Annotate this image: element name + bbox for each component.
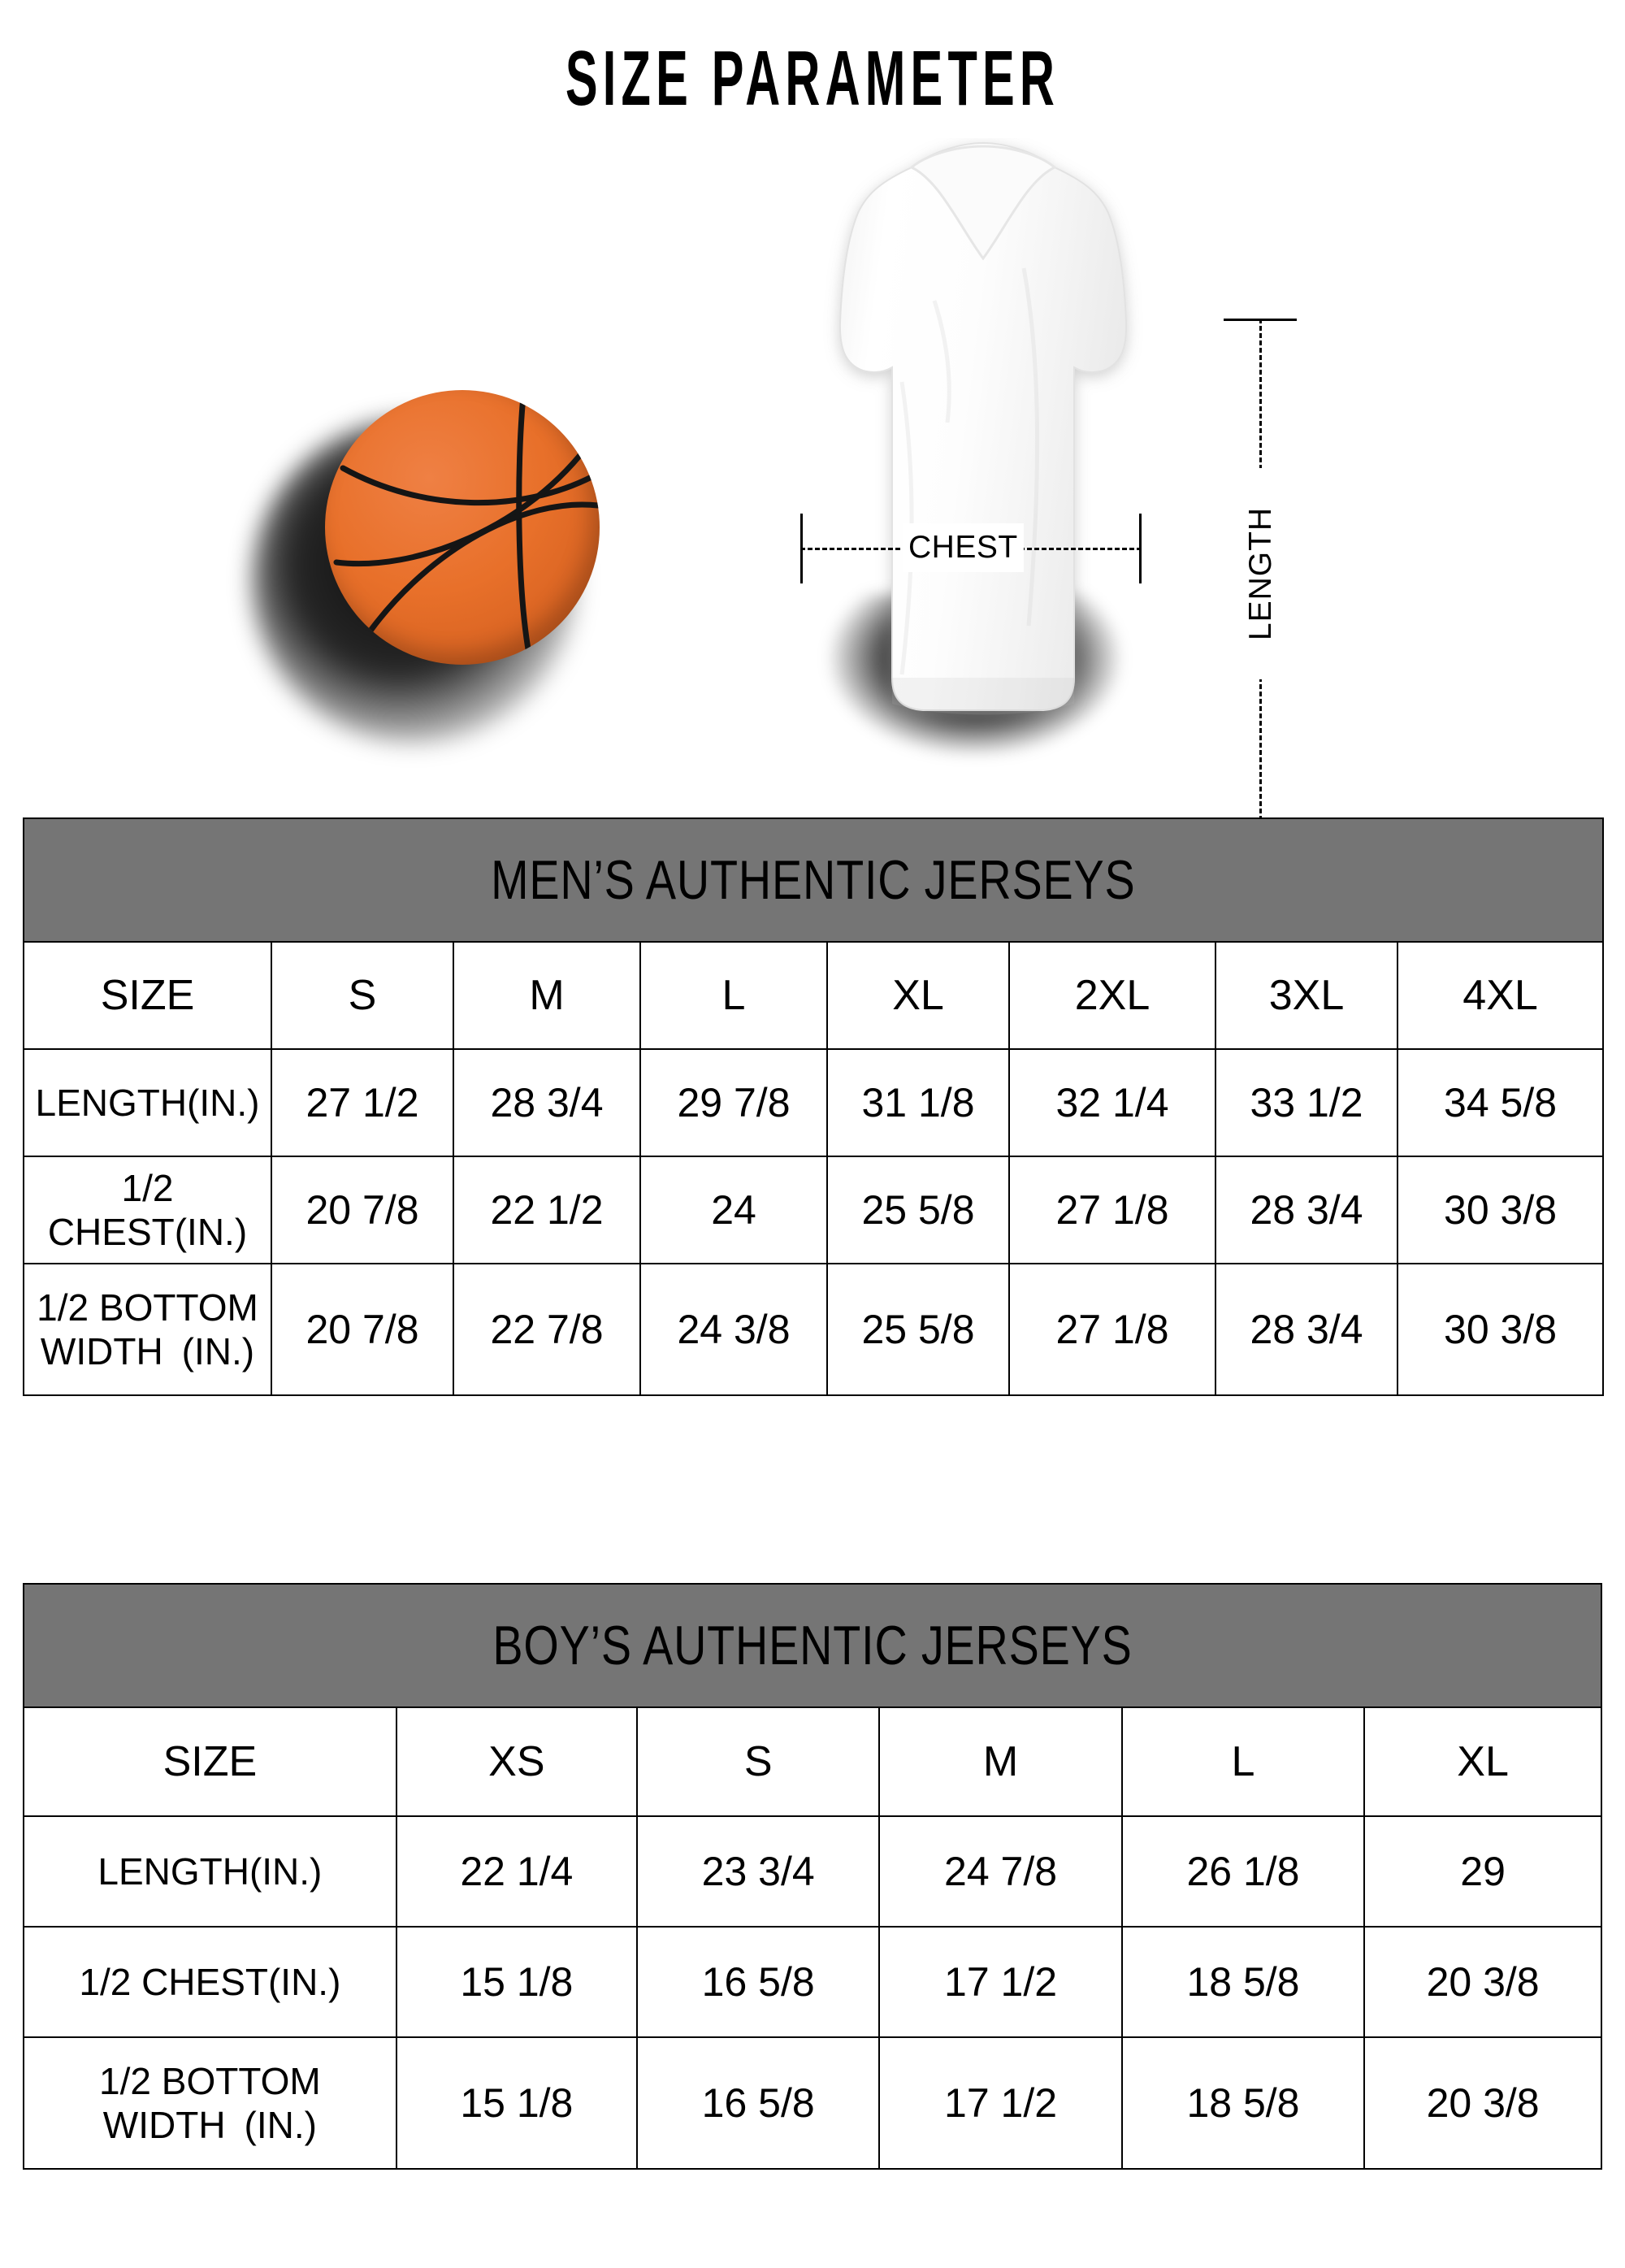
cell-chest-2xl: 27 1/8 [1008, 1156, 1216, 1264]
cell-chest-s: 16 5/8 [635, 1926, 881, 2038]
cell-length-xl: 29 [1363, 1815, 1602, 1928]
cell-length-s: 23 3/4 [635, 1815, 881, 1928]
cell-chest-xl: 20 3/8 [1363, 1926, 1602, 2038]
cell-length-xs: 22 1/4 [395, 1815, 638, 1928]
cell-chest-xl: 25 5/8 [826, 1156, 1010, 1264]
illustration-area: CHEST LENGTH [0, 138, 1625, 879]
cell-bottom-m: 22 7/8 [453, 1263, 641, 1396]
column-header-size: SIZE [23, 1706, 397, 1817]
cell-chest-l: 18 5/8 [1120, 1926, 1366, 2038]
row-label-bottom-line2: WIDTH (IN.) [40, 1330, 255, 1373]
table-row: LENGTH(IN.) 22 1/4 23 3/4 24 7/8 26 1/8 … [23, 1815, 1602, 1928]
cell-chest-3xl: 28 3/4 [1215, 1156, 1398, 1264]
cell-chest-m: 17 1/2 [878, 1926, 1123, 2038]
table-header-row: SIZE S M L XL 2XL 3XL 4XL [23, 941, 1605, 1050]
row-label-half-bottom-width: 1/2 BOTTOM WIDTH (IN.) [23, 2036, 397, 2170]
column-header-2xl: 2XL [1008, 941, 1216, 1050]
table-header-row: SIZE XS S M L XL [23, 1706, 1602, 1817]
length-dimension: LENGTH [1211, 319, 1308, 879]
chest-label: CHEST [903, 523, 1024, 572]
cell-bottom-m: 17 1/2 [878, 2036, 1123, 2170]
mens-table-title: MEN’S AUTHENTIC JERSEYS [22, 817, 1605, 943]
table-row: LENGTH(IN.) 27 1/2 28 3/4 29 7/8 31 1/8 … [23, 1048, 1605, 1157]
boys-size-table: BOY’S AUTHENTIC JERSEYS SIZE XS S M L XL… [23, 1583, 1602, 2170]
column-header-xs: XS [395, 1706, 638, 1817]
cell-bottom-xl: 20 3/8 [1363, 2036, 1602, 2170]
cell-bottom-s: 16 5/8 [635, 2036, 881, 2170]
cell-bottom-2xl: 27 1/8 [1008, 1263, 1216, 1396]
cell-length-l: 29 7/8 [639, 1048, 828, 1157]
table-band-row: MEN’S AUTHENTIC JERSEYS [22, 817, 1605, 943]
column-header-l: L [639, 941, 828, 1050]
cell-bottom-4xl: 30 3/8 [1396, 1263, 1605, 1396]
row-label-bottom-line1: 1/2 BOTTOM [99, 2059, 321, 2102]
cell-bottom-l: 24 3/8 [639, 1263, 828, 1396]
basketball-body [325, 390, 600, 665]
column-header-size: SIZE [23, 941, 272, 1050]
cell-chest-4xl: 30 3/8 [1396, 1156, 1605, 1264]
cell-chest-l: 24 [639, 1156, 828, 1264]
boys-table-title-text: BOY’S AUTHENTIC JERSEYS [492, 1615, 1133, 1676]
basketball-icon [252, 382, 642, 744]
chest-end-cap-right [1139, 514, 1142, 583]
cell-chest-m: 22 1/2 [453, 1156, 641, 1264]
row-label-bottom-line2: WIDTH (IN.) [102, 2104, 317, 2146]
cell-bottom-l: 18 5/8 [1120, 2036, 1366, 2170]
column-header-s: S [635, 1706, 881, 1817]
column-header-xl: XL [826, 941, 1010, 1050]
column-header-4xl: 4XL [1396, 941, 1605, 1050]
table-row: 1/2 CHEST(IN.) 15 1/8 16 5/8 17 1/2 18 5… [23, 1926, 1602, 2038]
row-label-bottom-line1: 1/2 BOTTOM [37, 1286, 258, 1329]
cell-chest-s: 20 7/8 [271, 1156, 454, 1264]
column-header-m: M [878, 1706, 1123, 1817]
table-row: 1/2 CHEST(IN.) 20 7/8 22 1/2 24 25 5/8 2… [23, 1156, 1605, 1264]
row-label-length: LENGTH(IN.) [23, 1815, 397, 1928]
row-label-length: LENGTH(IN.) [23, 1048, 272, 1157]
cell-chest-xs: 15 1/8 [395, 1926, 638, 2038]
row-label-half-chest: 1/2 CHEST(IN.) [23, 1156, 272, 1264]
jersey-shape [838, 141, 1128, 715]
table-band-row: BOY’S AUTHENTIC JERSEYS [23, 1583, 1602, 1708]
cell-length-m: 24 7/8 [878, 1815, 1123, 1928]
cell-length-2xl: 32 1/4 [1008, 1048, 1216, 1157]
column-header-3xl: 3XL [1215, 941, 1398, 1050]
column-header-m: M [453, 941, 641, 1050]
cell-length-4xl: 34 5/8 [1396, 1048, 1605, 1157]
cell-length-m: 28 3/4 [453, 1048, 641, 1157]
length-label: LENGTH [1240, 468, 1282, 679]
basketball-seams-icon [333, 393, 600, 661]
cell-length-s: 27 1/2 [271, 1048, 454, 1157]
jersey-icon [780, 138, 1186, 780]
cell-bottom-s: 20 7/8 [271, 1263, 454, 1396]
table-row: 1/2 BOTTOM WIDTH (IN.) 20 7/8 22 7/8 24 … [23, 1263, 1605, 1396]
mens-table-title-text: MEN’S AUTHENTIC JERSEYS [491, 849, 1136, 911]
cell-length-l: 26 1/8 [1120, 1815, 1366, 1928]
cell-length-3xl: 33 1/2 [1215, 1048, 1398, 1157]
boys-table-title: BOY’S AUTHENTIC JERSEYS [23, 1583, 1602, 1708]
table-row: 1/2 BOTTOM WIDTH (IN.) 15 1/8 16 5/8 17 … [23, 2036, 1602, 2170]
cell-bottom-xs: 15 1/8 [395, 2036, 638, 2170]
chest-dimension: CHEST [800, 505, 1142, 595]
cell-bottom-xl: 25 5/8 [826, 1263, 1010, 1396]
cell-length-xl: 31 1/8 [826, 1048, 1010, 1157]
row-label-half-bottom-width: 1/2 BOTTOM WIDTH (IN.) [23, 1263, 272, 1396]
column-header-xl: XL [1363, 1706, 1602, 1817]
page-title: SIZE PARAMETER [565, 35, 1060, 122]
column-header-s: S [271, 941, 454, 1050]
column-header-l: L [1120, 1706, 1366, 1817]
cell-bottom-3xl: 28 3/4 [1215, 1263, 1398, 1396]
mens-size-table: MEN’S AUTHENTIC JERSEYS SIZE S M L XL 2X… [22, 817, 1605, 1396]
row-label-half-chest: 1/2 CHEST(IN.) [23, 1926, 397, 2038]
